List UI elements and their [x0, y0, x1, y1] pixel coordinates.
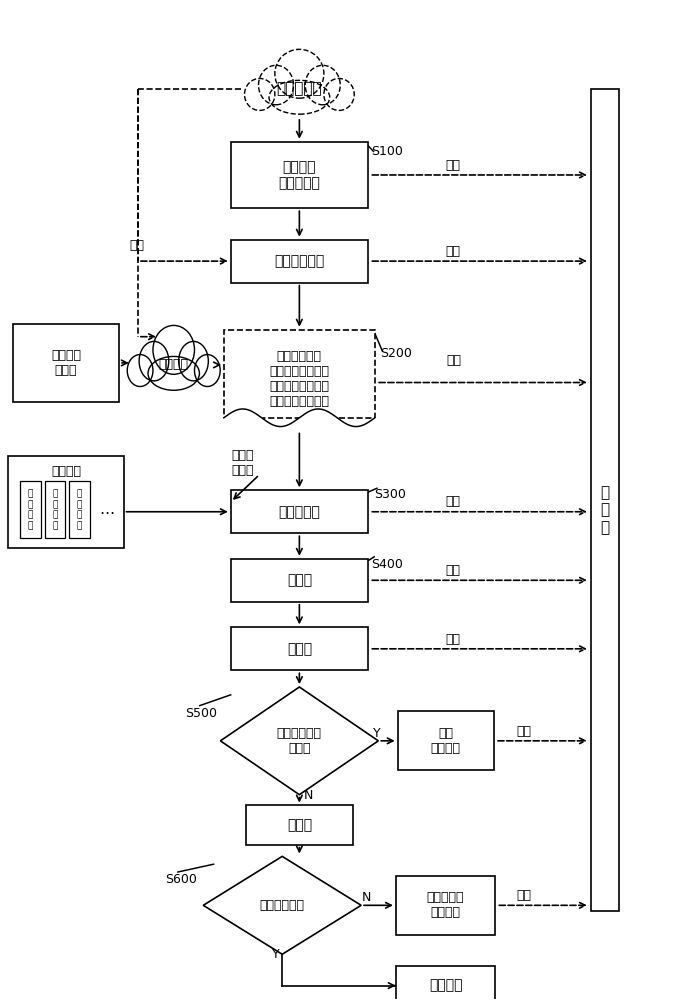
Text: 上链: 上链 — [445, 495, 460, 508]
Text: 特性值在预设
范围内: 特性值在预设 范围内 — [277, 727, 322, 755]
Text: 采样人员信息: 采样人员信息 — [275, 254, 325, 268]
Text: Y: Y — [272, 948, 279, 961]
FancyBboxPatch shape — [12, 324, 119, 402]
Text: Y: Y — [373, 727, 380, 740]
Polygon shape — [203, 856, 361, 954]
Text: 燃料样本: 燃料样本 — [159, 358, 189, 371]
Text: 警告信息: 警告信息 — [429, 979, 462, 993]
FancyBboxPatch shape — [230, 559, 368, 602]
Text: 不合格: 不合格 — [287, 818, 312, 832]
FancyBboxPatch shape — [398, 711, 494, 770]
Text: N: N — [361, 891, 371, 904]
Ellipse shape — [259, 65, 294, 105]
FancyBboxPatch shape — [69, 481, 90, 538]
Ellipse shape — [139, 341, 169, 381]
FancyBboxPatch shape — [396, 876, 495, 935]
FancyBboxPatch shape — [230, 142, 368, 208]
FancyBboxPatch shape — [8, 456, 124, 548]
Text: S200: S200 — [380, 347, 411, 360]
Ellipse shape — [148, 356, 200, 390]
Text: 生物质燃料: 生物质燃料 — [277, 81, 322, 96]
Text: 采样: 采样 — [129, 239, 144, 252]
Text: 训练集合: 训练集合 — [51, 465, 81, 478]
Text: S600: S600 — [166, 873, 197, 886]
Text: 特性值: 特性值 — [287, 642, 312, 656]
Text: S500: S500 — [184, 707, 217, 720]
Ellipse shape — [305, 65, 341, 105]
Ellipse shape — [269, 80, 330, 114]
Ellipse shape — [195, 355, 220, 387]
Text: 区
块
链: 区 块 链 — [601, 485, 610, 535]
Text: 训
练
集
二: 训 练 集 二 — [52, 490, 58, 530]
FancyBboxPatch shape — [230, 627, 368, 670]
Text: 合格
结算结果: 合格 结算结果 — [431, 727, 461, 755]
Text: S100: S100 — [372, 145, 403, 158]
Text: 上链: 上链 — [517, 725, 531, 738]
Text: 主成分
分析法: 主成分 分析法 — [231, 449, 254, 477]
FancyBboxPatch shape — [246, 805, 352, 845]
Ellipse shape — [179, 341, 208, 381]
Ellipse shape — [127, 355, 153, 387]
Text: S400: S400 — [372, 558, 403, 571]
FancyBboxPatch shape — [591, 89, 619, 911]
Text: 主成分数据: 主成分数据 — [279, 505, 321, 519]
Text: 上链: 上链 — [517, 889, 531, 902]
Text: 上链: 上链 — [445, 159, 460, 172]
Text: 是否存在异常: 是否存在异常 — [259, 899, 305, 912]
FancyBboxPatch shape — [230, 240, 368, 283]
FancyBboxPatch shape — [20, 481, 41, 538]
Text: 贴近度: 贴近度 — [287, 573, 312, 587]
Text: 样本光谱信息
吸收光谱曲线、折
射光谱曲线以及介
电损耗角正切曲线: 样本光谱信息 吸收光谱曲线、折 射光谱曲线以及介 电损耗角正切曲线 — [270, 350, 330, 408]
Text: 太赫兹光
谱技术: 太赫兹光 谱技术 — [51, 349, 81, 377]
Text: …: … — [100, 502, 115, 517]
FancyBboxPatch shape — [230, 490, 368, 533]
Text: S300: S300 — [374, 488, 406, 501]
FancyBboxPatch shape — [396, 966, 495, 1000]
Ellipse shape — [275, 49, 324, 98]
Text: 上链: 上链 — [447, 354, 462, 367]
Text: 上链: 上链 — [445, 564, 460, 577]
Text: 生物质燃料
质检报告: 生物质燃料 质检报告 — [427, 891, 464, 919]
FancyBboxPatch shape — [45, 481, 65, 538]
FancyBboxPatch shape — [224, 330, 375, 418]
Polygon shape — [220, 687, 378, 795]
Text: 训
练
集
一: 训 练 集 一 — [28, 490, 33, 530]
Ellipse shape — [244, 78, 275, 110]
Text: 燃料信息
供应商信息: 燃料信息 供应商信息 — [279, 160, 321, 190]
Text: N: N — [304, 789, 314, 802]
Ellipse shape — [153, 325, 195, 374]
Text: 训
练
集
三: 训 练 集 三 — [77, 490, 83, 530]
Ellipse shape — [324, 78, 354, 110]
Text: 上链: 上链 — [445, 633, 460, 646]
Text: 上链: 上链 — [445, 245, 460, 258]
